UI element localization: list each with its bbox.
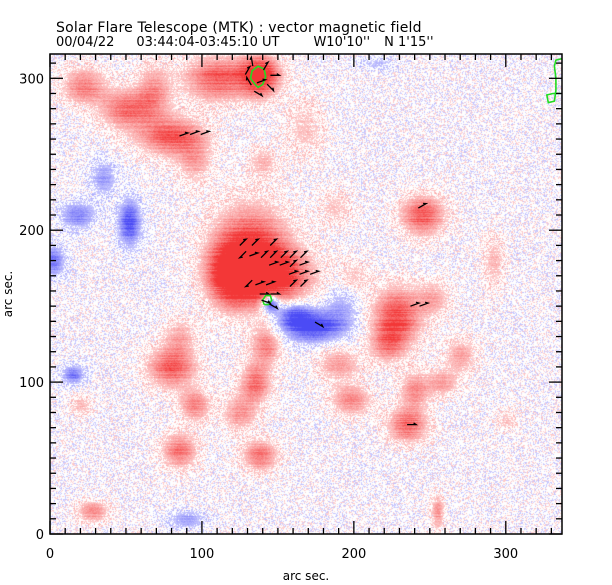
vector-arrow	[261, 299, 272, 305]
x-tick-label: 200	[341, 547, 366, 562]
vector-arrow	[288, 269, 300, 275]
plot-frame	[49, 53, 563, 535]
vector-arrow	[269, 238, 279, 246]
heliographic-latitude: N 1'15''	[384, 35, 434, 50]
y-tick-label: 100	[19, 376, 44, 391]
vector-arrow	[269, 250, 279, 259]
vector-arrow	[239, 238, 249, 246]
vector-arrow	[309, 269, 321, 275]
observation-time-range: 03:44:04-03:45:10 UT	[136, 35, 280, 50]
vector-arrow	[270, 291, 282, 295]
x-tick-labels: 0 100 200 300	[46, 547, 518, 562]
vector-arrow	[289, 279, 299, 287]
vector-arrow	[249, 251, 260, 257]
y-tick-label: 300	[19, 72, 44, 87]
vector-arrow	[237, 250, 247, 259]
x-tick-label: 300	[493, 547, 518, 562]
contours-layer	[249, 57, 563, 306]
limb-edge-contour	[545, 57, 563, 104]
vector-arrow	[189, 130, 201, 136]
vector-arrow	[266, 83, 275, 93]
vector-arrow	[289, 250, 299, 259]
observation-info: 00/04/22 03:44:04-03:45:10 UT W10'10'' N 1'…	[56, 35, 456, 50]
vector-arrow	[243, 279, 253, 288]
x-tick-label: 100	[190, 547, 215, 562]
vector-arrow	[259, 291, 271, 295]
x-axis-label: arc sec.	[283, 569, 329, 583]
vector-arrow	[269, 303, 279, 311]
vector-arrow	[289, 259, 299, 268]
vector-arrow	[268, 260, 280, 266]
heliographic-longitude: W10'10''	[313, 35, 371, 50]
vector-arrow	[407, 422, 419, 426]
y-tick-label: 0	[36, 528, 44, 543]
vector-arrow	[419, 301, 431, 307]
x-tick-label: 0	[46, 547, 54, 562]
vector-arrow	[280, 250, 290, 259]
vector-arrow	[299, 269, 311, 275]
vector-arrow	[270, 73, 282, 76]
vector-arrow	[245, 75, 252, 86]
y-tick-label: 200	[19, 224, 44, 239]
vector-arrow	[410, 301, 422, 307]
vector-arrow	[255, 280, 267, 286]
vector-arrow	[253, 90, 264, 98]
observation-date: 00/04/22	[56, 35, 115, 50]
y-axis-label: arc sec.	[1, 271, 15, 317]
vector-arrow	[260, 250, 270, 259]
vector-arrow	[314, 321, 325, 329]
vector-arrow	[299, 260, 311, 266]
vector-arrow	[249, 55, 254, 67]
vector-arrow	[300, 279, 309, 287]
vector-arrow	[244, 65, 252, 75]
vector-arrow	[417, 202, 429, 209]
vector-arrow	[265, 280, 277, 286]
vector-arrow	[256, 78, 268, 84]
magnetogram-image	[50, 54, 562, 534]
vector-arrow	[179, 131, 191, 137]
vector-arrows-layer	[179, 55, 431, 426]
vector-arrow	[200, 130, 212, 136]
chart-title: Solar Flare Telescope (MTK) : vector mag…	[56, 20, 422, 36]
vector-arrow	[262, 60, 270, 71]
vector-arrow	[279, 260, 291, 266]
y-tick-labels: 0 100 200 300	[19, 72, 44, 543]
vector-arrow	[300, 250, 309, 259]
vector-arrow	[251, 238, 261, 246]
axis-ticks	[49, 54, 562, 535]
